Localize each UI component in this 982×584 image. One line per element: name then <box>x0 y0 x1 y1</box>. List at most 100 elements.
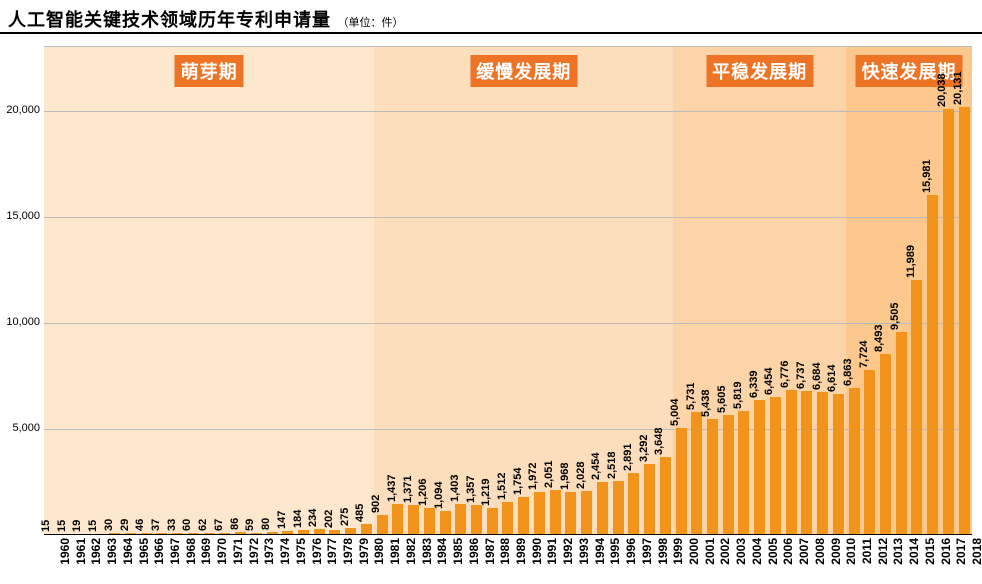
bar: 2,518 <box>613 481 624 534</box>
bar-value-label: 1,972 <box>527 463 539 491</box>
bar-value-label: 234 <box>307 509 319 527</box>
x-axis: 1960196119621963196419651966196719681969… <box>44 534 972 584</box>
bar: 9,505 <box>896 332 907 534</box>
xtick-label: 1967 <box>168 538 182 565</box>
bar: 6,454 <box>770 397 781 534</box>
gridline <box>44 323 971 324</box>
xtick-label: 1975 <box>294 538 308 565</box>
bar: 15,981 <box>927 195 938 534</box>
bar-value-label: 3,292 <box>638 435 650 463</box>
bar-value-label: 1,968 <box>559 463 571 491</box>
xtick-label: 2007 <box>797 538 811 565</box>
ytick-label: 10,000 <box>6 316 40 328</box>
xtick-label: 1972 <box>247 538 261 565</box>
xtick-label: 2013 <box>891 538 905 565</box>
gridline <box>44 111 971 112</box>
xtick-label: 1976 <box>310 538 324 565</box>
bar: 5,004 <box>676 428 687 534</box>
gridline <box>44 217 971 218</box>
bar: 6,737 <box>801 391 812 534</box>
bar-value-label: 147 <box>276 511 288 529</box>
bar-value-label: 5,605 <box>716 386 728 414</box>
bar-value-label: 1,371 <box>402 475 414 503</box>
xtick-label: 1998 <box>656 538 670 565</box>
xtick-label: 1991 <box>545 538 559 565</box>
xtick-label: 1970 <box>215 538 229 565</box>
ytick-label: 5,000 <box>12 422 40 434</box>
xtick-label: 2017 <box>954 538 968 565</box>
bar: 6,339 <box>754 400 765 534</box>
period-label: 缓慢发展期 <box>470 55 577 87</box>
bar: 20,131 <box>959 107 970 534</box>
bar-value-label: 6,776 <box>779 361 791 389</box>
bar-value-label: 30 <box>103 519 115 531</box>
chart-title-row: 人工智能关键技术领域历年专利申请量 （单位：件） <box>0 0 982 34</box>
bar-value-label: 6,684 <box>811 363 823 391</box>
xtick-label: 1983 <box>420 538 434 565</box>
period-label: 平稳发展期 <box>706 55 813 87</box>
bar-value-label: 902 <box>370 495 382 513</box>
xtick-label: 1986 <box>467 538 481 565</box>
bar-value-label: 1,754 <box>512 467 524 495</box>
chart-subtitle: （单位：件） <box>337 17 403 29</box>
bar-value-label: 1,094 <box>433 481 445 509</box>
bar: 2,051 <box>550 490 561 534</box>
xtick-label: 2000 <box>687 538 701 565</box>
bar-value-label: 15 <box>87 519 99 531</box>
bar: 1,437 <box>392 504 403 534</box>
bar-value-label: 2,051 <box>543 461 555 489</box>
xtick-label: 2009 <box>829 538 843 565</box>
xtick-label: 1988 <box>498 538 512 565</box>
bar-value-label: 485 <box>354 503 366 521</box>
bar: 5,819 <box>738 411 749 534</box>
bar: 8,493 <box>880 354 891 534</box>
bar-value-label: 46 <box>134 519 146 531</box>
xtick-label: 2011 <box>860 538 874 564</box>
xtick-label: 2018 <box>970 538 982 565</box>
xtick-label: 1980 <box>372 538 386 565</box>
bar: 902 <box>377 515 388 534</box>
xtick-label: 2016 <box>939 538 953 565</box>
xtick-label: 1996 <box>624 538 638 565</box>
xtick-label: 1999 <box>671 538 685 565</box>
xtick-label: 1984 <box>435 538 449 565</box>
xtick-label: 1997 <box>640 538 654 565</box>
bar-value-label: 275 <box>339 508 351 526</box>
xtick-label: 1974 <box>278 538 292 565</box>
bar: 3,292 <box>644 464 655 534</box>
bar-value-label: 15 <box>40 519 52 531</box>
bar-value-label: 59 <box>244 519 256 531</box>
bar-value-label: 1,219 <box>480 479 492 507</box>
bar-value-label: 37 <box>150 519 162 531</box>
bar-value-label: 11,989 <box>905 245 917 278</box>
xtick-label: 1969 <box>199 538 213 565</box>
bar-value-label: 202 <box>323 509 335 527</box>
xtick-label: 2001 <box>703 538 717 565</box>
xtick-label: 1993 <box>577 538 591 565</box>
bar: 2,028 <box>581 491 592 534</box>
xtick-label: 2002 <box>718 538 732 565</box>
xtick-label: 2015 <box>923 538 937 565</box>
xtick-label: 1963 <box>105 538 119 565</box>
chart-container: 5,00010,00015,00020,000 萌芽期缓慢发展期平稳发展期快速发… <box>0 36 982 584</box>
bar: 1,206 <box>424 508 435 534</box>
bar: 1,403 <box>455 504 466 534</box>
bar-value-label: 1,206 <box>417 479 429 507</box>
bar: 5,731 <box>691 412 702 534</box>
bar-value-label: 1,357 <box>465 476 477 504</box>
period-region: 萌芽期 <box>44 47 374 534</box>
xtick-label: 1968 <box>184 538 198 565</box>
bar-value-label: 29 <box>119 519 131 531</box>
xtick-label: 1971 <box>231 538 245 565</box>
bar: 5,605 <box>723 415 734 534</box>
bar: 2,891 <box>628 473 639 534</box>
xtick-label: 1964 <box>121 538 135 565</box>
xtick-label: 1985 <box>451 538 465 565</box>
bar: 1,512 <box>502 502 513 534</box>
bar-value-label: 33 <box>166 519 178 531</box>
chart-title: 人工智能关键技术领域历年专利申请量 <box>8 10 331 30</box>
xtick-label: 1960 <box>58 538 72 565</box>
xtick-label: 1978 <box>341 538 355 565</box>
xtick-label: 2008 <box>813 538 827 565</box>
bar: 7,724 <box>864 370 875 534</box>
